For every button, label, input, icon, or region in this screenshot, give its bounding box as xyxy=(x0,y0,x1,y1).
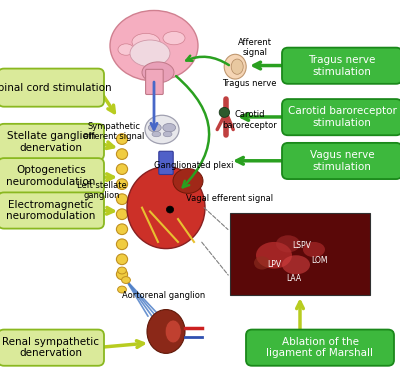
Ellipse shape xyxy=(116,209,128,219)
Ellipse shape xyxy=(147,309,185,354)
Ellipse shape xyxy=(116,194,128,205)
Text: Ganglionated plexi: Ganglionated plexi xyxy=(154,161,234,170)
Text: LSPV: LSPV xyxy=(292,241,312,250)
Ellipse shape xyxy=(116,134,128,144)
Ellipse shape xyxy=(122,277,130,283)
Text: LOM: LOM xyxy=(312,256,328,266)
Text: Renal sympathetic
denervation: Renal sympathetic denervation xyxy=(2,337,100,359)
Ellipse shape xyxy=(165,320,181,343)
FancyBboxPatch shape xyxy=(159,151,173,174)
Ellipse shape xyxy=(118,267,126,274)
Text: Left stellate
ganglion: Left stellate ganglion xyxy=(77,181,127,200)
Text: Stellate ganglion
denervation: Stellate ganglion denervation xyxy=(7,131,95,153)
Text: Carotid baroreceptor
stimulation: Carotid baroreceptor stimulation xyxy=(288,106,396,128)
Text: Afferent
signal: Afferent signal xyxy=(238,38,272,57)
Text: LAA: LAA xyxy=(286,274,302,283)
Ellipse shape xyxy=(231,59,243,74)
FancyBboxPatch shape xyxy=(282,48,400,84)
Ellipse shape xyxy=(118,286,126,293)
Ellipse shape xyxy=(282,255,310,274)
Ellipse shape xyxy=(145,115,179,144)
Ellipse shape xyxy=(163,131,172,137)
FancyBboxPatch shape xyxy=(0,330,104,366)
Text: Spinal cord stimulation: Spinal cord stimulation xyxy=(0,83,111,93)
FancyBboxPatch shape xyxy=(282,99,400,135)
Text: Ablation of the
ligament of Marshall: Ablation of the ligament of Marshall xyxy=(266,337,374,359)
Ellipse shape xyxy=(224,54,246,79)
Circle shape xyxy=(166,206,174,213)
Ellipse shape xyxy=(254,256,270,270)
Text: Vagal efferent signal: Vagal efferent signal xyxy=(186,194,274,203)
Circle shape xyxy=(219,107,230,117)
Text: Optogenetics
neuromodulation: Optogenetics neuromodulation xyxy=(6,165,96,187)
Ellipse shape xyxy=(276,235,300,252)
Text: LPV: LPV xyxy=(267,260,281,269)
Text: Tragus nerve: Tragus nerve xyxy=(222,78,276,88)
Ellipse shape xyxy=(116,149,128,159)
Ellipse shape xyxy=(116,179,128,189)
Ellipse shape xyxy=(148,123,161,132)
Ellipse shape xyxy=(116,269,128,280)
Ellipse shape xyxy=(152,131,161,137)
Text: Vagus nerve
stimulation: Vagus nerve stimulation xyxy=(310,150,374,172)
FancyBboxPatch shape xyxy=(146,69,163,94)
FancyBboxPatch shape xyxy=(282,143,400,179)
Ellipse shape xyxy=(116,239,128,250)
Ellipse shape xyxy=(173,168,203,193)
Ellipse shape xyxy=(132,33,160,50)
Ellipse shape xyxy=(163,123,176,132)
Text: Aortorenal ganglion: Aortorenal ganglion xyxy=(122,291,206,300)
FancyBboxPatch shape xyxy=(246,330,394,366)
Text: Sympathetic
efferent signal: Sympathetic efferent signal xyxy=(83,122,145,141)
Ellipse shape xyxy=(110,10,198,81)
FancyBboxPatch shape xyxy=(0,192,104,229)
Ellipse shape xyxy=(256,242,292,269)
Bar xyxy=(230,213,370,295)
Ellipse shape xyxy=(127,167,205,248)
FancyBboxPatch shape xyxy=(0,69,104,107)
Text: Tragus nerve
stimulation: Tragus nerve stimulation xyxy=(308,55,376,77)
Ellipse shape xyxy=(303,242,325,257)
FancyBboxPatch shape xyxy=(0,158,104,194)
Ellipse shape xyxy=(116,224,128,235)
Text: Carotid
baroreceptor: Carotid baroreceptor xyxy=(222,110,277,130)
Ellipse shape xyxy=(130,40,170,67)
Ellipse shape xyxy=(142,62,174,83)
Text: Electromagnetic
neuromodulation: Electromagnetic neuromodulation xyxy=(6,200,96,221)
Ellipse shape xyxy=(116,164,128,174)
Ellipse shape xyxy=(116,254,128,265)
Ellipse shape xyxy=(163,31,185,45)
Ellipse shape xyxy=(118,44,134,55)
FancyBboxPatch shape xyxy=(0,124,104,160)
